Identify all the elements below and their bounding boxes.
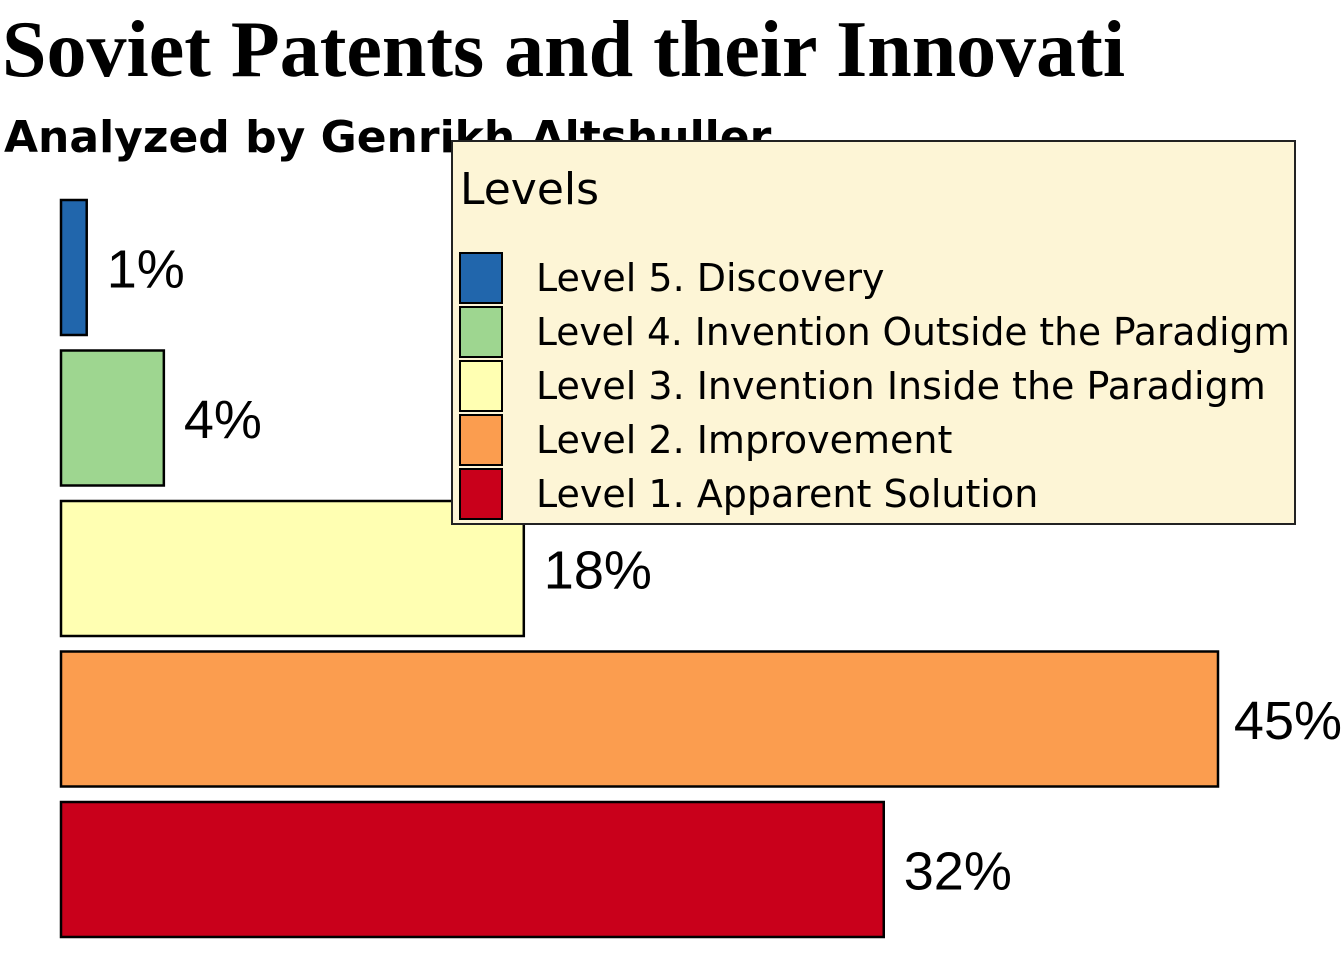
bar-level-4 — [59, 349, 166, 487]
bars-group: 1% 4% 18% 45% 32% — [59, 198, 1342, 939]
legend-label-level-4: Level 4. Invention Outside the Paradigm — [536, 310, 1290, 354]
legend: Levels Level 5. Discovery Level 4. Invent… — [451, 140, 1296, 525]
bar-level-3 — [59, 499, 526, 638]
legend-label-level-3: Level 3. Invention Inside the Paradigm — [536, 364, 1266, 408]
bar-level-1 — [59, 800, 886, 939]
chart-title: Soviet Patents and their Innovati — [2, 6, 1125, 94]
legend-title: Levels — [460, 164, 599, 215]
data-label-level-1: 32% — [904, 842, 1012, 902]
legend-items: Level 5. Discovery Level 4. Invention Out… — [459, 252, 1290, 520]
data-label-level-3: 18% — [544, 541, 652, 601]
legend-label-level-5: Level 5. Discovery — [536, 256, 884, 300]
legend-swatch-level-4 — [459, 306, 503, 358]
legend-swatch-level-5 — [459, 252, 503, 304]
legend-swatch-level-1 — [459, 468, 503, 520]
bar-level-5 — [59, 198, 88, 337]
legend-label-level-2: Level 2. Improvement — [536, 418, 952, 462]
legend-box — [451, 140, 1296, 525]
legend-swatch-level-2 — [459, 414, 503, 466]
bar-level-2 — [59, 650, 1220, 788]
data-label-level-2: 45% — [1234, 691, 1342, 751]
legend-swatch-level-3 — [459, 360, 503, 412]
legend-label-level-1: Level 1. Apparent Solution — [536, 472, 1038, 516]
data-label-level-5: 1% — [107, 240, 185, 300]
data-label-level-4: 4% — [184, 390, 262, 450]
